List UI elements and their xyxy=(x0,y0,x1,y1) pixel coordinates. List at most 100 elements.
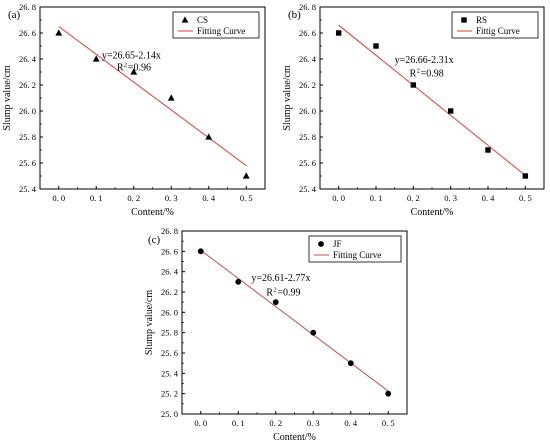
y-tick-label: 26. 4 xyxy=(161,267,179,277)
panel-label: (b) xyxy=(288,9,301,21)
y-tick-label: 26. 6 xyxy=(161,246,178,256)
y-tick-label: 26. 0 xyxy=(161,307,178,317)
y-axis-title: Slump value/cm xyxy=(144,290,155,355)
fitting-curve-line xyxy=(200,249,389,392)
x-tick-label: 0. 3 xyxy=(444,193,457,203)
data-point xyxy=(447,108,454,114)
x-tick-label: 0. 0 xyxy=(52,193,65,203)
x-tick-label: 0. 4 xyxy=(202,193,216,203)
legend-box xyxy=(308,235,402,263)
x-tick-label: 0. 1 xyxy=(90,193,103,203)
legend-box xyxy=(172,11,260,39)
y-tick-label: 25. 8 xyxy=(19,132,36,142)
data-point xyxy=(130,68,138,75)
y-axis-title: Slump value/cm xyxy=(2,65,13,130)
y-tick-label: 25. 6 xyxy=(161,348,178,358)
y-tick-label: 26. 8 xyxy=(19,2,36,12)
y-tick-label: 25. 4 xyxy=(299,184,317,194)
x-tick-label: 0. 1 xyxy=(232,418,245,428)
data-point xyxy=(410,82,417,88)
x-tick-label: 0. 2 xyxy=(269,418,282,428)
r-squared-superscript: 2 xyxy=(124,62,127,69)
legend-marker xyxy=(181,16,189,23)
y-tick-label: 26. 8 xyxy=(161,226,178,236)
data-point xyxy=(373,43,379,49)
x-tick-label: 0. 2 xyxy=(127,193,140,203)
data-point xyxy=(235,278,242,285)
panel-label: (a) xyxy=(8,9,21,21)
fit-equation: y=26.65-2.14x xyxy=(102,50,161,61)
y-tick-label: 26. 2 xyxy=(19,80,36,90)
fitting-curve-line xyxy=(338,24,526,176)
data-point xyxy=(205,133,213,140)
legend-fit-label: Fitting Curve xyxy=(333,250,381,260)
x-axis-title: Content/% xyxy=(273,432,316,443)
legend-series-label: JF xyxy=(333,239,342,249)
r-squared-symbol: R xyxy=(266,288,273,299)
data-point xyxy=(167,94,175,101)
r-squared-symbol: R xyxy=(117,63,124,74)
r-squared-value: =0.98 xyxy=(421,69,444,80)
y-tick-label: 25. 6 xyxy=(299,158,316,168)
r-squared-superscript: 2 xyxy=(417,68,420,75)
fitting-curve-line xyxy=(58,26,247,167)
legend-fit-label: Fitting Curve xyxy=(197,26,245,36)
x-tick-label: 0. 3 xyxy=(307,418,320,428)
x-tick-label: 0. 5 xyxy=(240,193,253,203)
data-point xyxy=(55,29,63,36)
data-point xyxy=(197,248,204,255)
x-axis-title: Content/% xyxy=(411,207,454,218)
fit-equation: y=26.61-2.77x xyxy=(251,273,310,284)
data-point xyxy=(385,390,392,397)
x-tick-label: 0. 4 xyxy=(482,193,496,203)
legend-marker xyxy=(461,17,467,23)
y-tick-label: 25. 8 xyxy=(161,328,178,338)
x-tick-label: 0. 0 xyxy=(332,193,345,203)
x-tick-label: 0. 3 xyxy=(165,193,178,203)
data-point xyxy=(335,30,342,36)
data-point xyxy=(310,329,317,336)
x-tick-label: 0. 2 xyxy=(407,193,420,203)
legend-box xyxy=(451,11,539,39)
legend-series-label: RS xyxy=(476,15,487,25)
y-tick-label: 26. 6 xyxy=(19,28,36,38)
r-squared-value: =0.99 xyxy=(277,288,300,299)
x-tick-label: 0. 5 xyxy=(519,193,532,203)
x-tick-label: 0. 5 xyxy=(382,418,395,428)
chart-panel-1: 25. 4 25. 6 25. 8 26. 0 26. 2 26. 4 26. 6 26. 8… xyxy=(2,2,266,218)
data-point xyxy=(522,173,529,179)
y-tick-label: 25. 4 xyxy=(19,184,37,194)
y-tick-label: 26. 8 xyxy=(299,2,316,12)
y-tick-label: 26. 2 xyxy=(161,287,178,297)
y-tick-label: 26. 4 xyxy=(299,54,317,64)
y-tick-label: 25. 8 xyxy=(299,132,316,142)
legend-fit-label: Fittig Curve xyxy=(476,26,520,36)
y-tick-label: 25. 0 xyxy=(161,409,178,419)
chart-panel-2: 25. 4 25. 6 25. 8 26. 0 26. 2 26. 4 26. 6 26. 8… xyxy=(282,2,545,218)
y-tick-label: 25. 4 xyxy=(161,368,179,378)
fit-equation: y=26.66-2.31x xyxy=(395,55,454,66)
data-point xyxy=(272,299,279,306)
y-tick-label: 26. 6 xyxy=(299,28,316,38)
y-tick-label: 25. 6 xyxy=(19,158,36,168)
data-point xyxy=(92,55,100,62)
x-axis-title: Content/% xyxy=(131,207,174,218)
panel-label: (c) xyxy=(148,234,161,246)
y-tick-label: 26. 0 xyxy=(299,106,316,116)
r-squared-value: =0.96 xyxy=(128,63,151,74)
r-squared-symbol: R xyxy=(410,69,417,80)
y-tick-label: 25. 2 xyxy=(161,389,178,399)
y-axis-title: Slump value/cm xyxy=(282,65,293,130)
y-tick-label: 26. 2 xyxy=(299,80,316,90)
data-point xyxy=(485,147,491,153)
x-tick-label: 0. 1 xyxy=(370,193,383,203)
x-tick-label: 0. 0 xyxy=(194,418,207,428)
chart-panel-3: 25. 0 25. 2 25. 4 25. 6 25. 8 26. 0 26. 2 26. 4… xyxy=(144,226,408,443)
data-point xyxy=(242,172,250,179)
legend-marker xyxy=(318,241,324,247)
r-squared-superscript: 2 xyxy=(273,287,276,294)
y-tick-label: 26. 4 xyxy=(19,54,37,64)
data-point xyxy=(347,360,354,367)
legend-series-label: CS xyxy=(197,15,208,25)
